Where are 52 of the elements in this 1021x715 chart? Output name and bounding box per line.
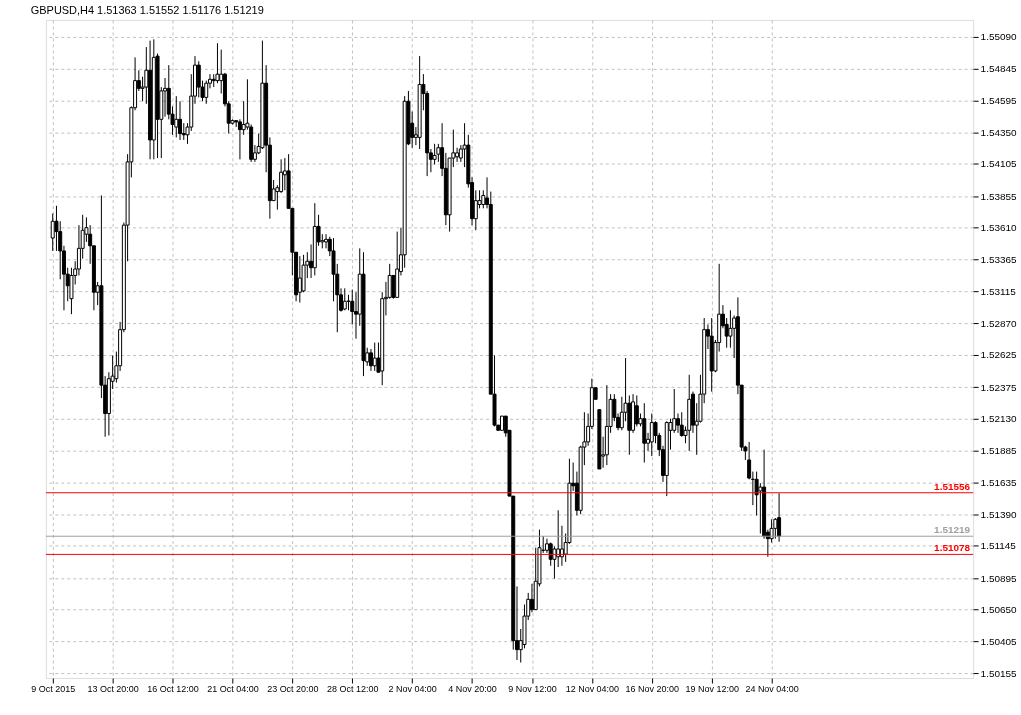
x-tick-label: 13 Oct 20:00 xyxy=(87,684,139,695)
candlestick xyxy=(215,42,220,84)
ref-line-label: 1.51219 xyxy=(934,524,971,536)
candlestick xyxy=(432,143,437,165)
candlestick xyxy=(777,492,782,543)
ref-line-label: 1.51078 xyxy=(934,542,971,554)
y-tick-label: 1.53365 xyxy=(980,253,1018,265)
y-tick-label: 1.51885 xyxy=(980,444,1018,456)
candlestick xyxy=(634,394,639,427)
y-tick-label: 1.52375 xyxy=(980,381,1018,393)
x-tick-label: 2 Nov 04:00 xyxy=(388,684,437,695)
candlestick xyxy=(455,147,460,163)
y-tick-label: 1.54845 xyxy=(980,62,1018,74)
candlestick xyxy=(556,509,561,568)
y-tick-label: 1.51635 xyxy=(980,477,1018,489)
y-tick-label: 1.54105 xyxy=(980,158,1018,170)
y-tick-label: 1.51145 xyxy=(980,540,1017,552)
y-tick-label: 1.54350 xyxy=(980,126,1018,138)
candlestick xyxy=(773,517,778,540)
x-tick-label: 23 Oct 20:00 xyxy=(267,684,319,695)
y-tick-label: 1.50650 xyxy=(980,604,1018,616)
x-tick-label: 28 Oct 12:00 xyxy=(327,684,379,695)
y-tick-label: 1.50405 xyxy=(980,635,1018,647)
x-tick-label: 9 Nov 12:00 xyxy=(508,684,557,695)
x-tick-label: 12 Nov 04:00 xyxy=(565,684,620,695)
y-tick-label: 1.53115 xyxy=(980,286,1017,298)
y-tick-label: 1.53855 xyxy=(980,190,1018,202)
x-tick-label: 19 Nov 12:00 xyxy=(685,684,739,695)
x-tick-label: 9 Oct 2015 xyxy=(31,684,76,695)
candlestick xyxy=(324,233,329,249)
y-tick-label: 1.52130 xyxy=(980,413,1018,425)
chart-title: GBPUSD,H4 1.51363 1.51552 1.51176 1.51219 xyxy=(30,3,264,16)
y-tick-label: 1.50155 xyxy=(980,668,1018,680)
x-tick-label: 24 Nov 04:00 xyxy=(745,684,799,695)
y-tick-label: 1.52870 xyxy=(980,317,1018,329)
y-tick-label: 1.54595 xyxy=(980,95,1018,107)
y-tick-label: 1.55090 xyxy=(980,31,1018,43)
y-tick-label: 1.51390 xyxy=(980,508,1018,520)
candlestick xyxy=(675,413,680,434)
candlestick xyxy=(529,583,534,613)
candlestick xyxy=(196,60,201,98)
candlestick xyxy=(559,525,564,567)
y-tick-label: 1.53610 xyxy=(980,222,1018,234)
x-tick-label: 4 Nov 20:00 xyxy=(448,684,497,695)
x-tick-label: 16 Nov 20:00 xyxy=(625,684,679,695)
ref-line-label: 1.51556 xyxy=(934,480,971,492)
candlestick xyxy=(174,95,179,138)
y-tick-label: 1.52625 xyxy=(980,349,1018,361)
candlestick xyxy=(758,482,763,535)
y-tick-label: 1.50895 xyxy=(980,572,1018,584)
x-tick-label: 16 Oct 12:00 xyxy=(147,684,199,695)
x-tick-label: 21 Oct 04:00 xyxy=(207,684,259,695)
